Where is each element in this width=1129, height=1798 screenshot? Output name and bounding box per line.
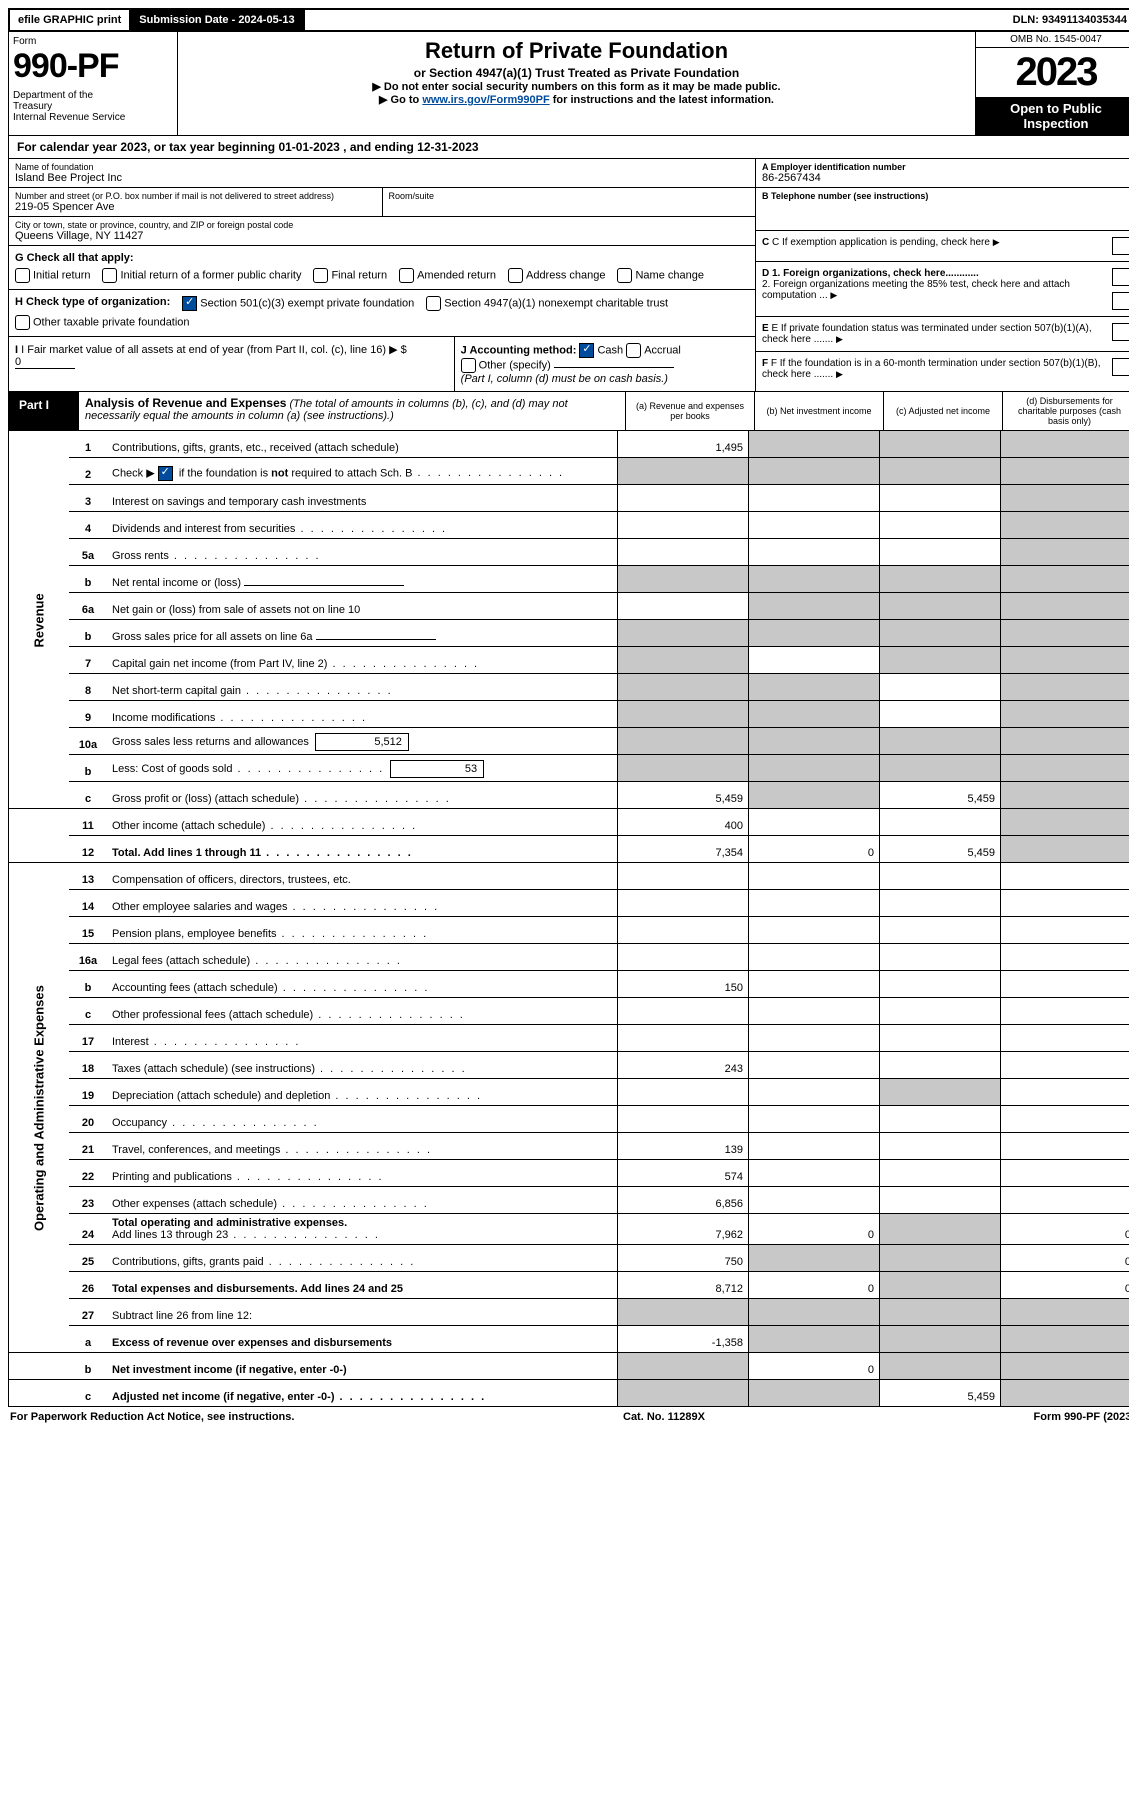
header-left: Form 990-PF Department of theTreasuryInt… — [9, 32, 178, 135]
submission-date: Submission Date - 2024-05-13 — [131, 10, 304, 30]
revenue-side-label: Revenue — [9, 431, 70, 809]
form-subtitle: or Section 4947(a)(1) Trust Treated as P… — [182, 66, 971, 80]
checkbox-e[interactable] — [1112, 323, 1129, 341]
col-b-header: (b) Net investment income — [754, 392, 883, 430]
checkbox-name-change[interactable] — [617, 268, 632, 283]
checkbox-initial-former[interactable] — [102, 268, 117, 283]
open-public: Open to Public Inspection — [976, 97, 1129, 135]
entity-right: A Employer identification number 86-2567… — [755, 159, 1129, 391]
checkbox-other-taxable[interactable] — [15, 315, 30, 330]
header-center: Return of Private Foundation or Section … — [178, 32, 975, 135]
checkbox-d1[interactable] — [1112, 268, 1129, 286]
header-right: OMB No. 1545-0047 2023 Open to Public In… — [975, 32, 1129, 135]
form-title: Return of Private Foundation — [182, 38, 971, 64]
omb-number: OMB No. 1545-0047 — [976, 32, 1129, 48]
tax-year: 2023 — [976, 48, 1129, 97]
part1-table: Revenue 1 Contributions, gifts, grants, … — [8, 431, 1129, 1407]
note-1: ▶ Do not enter social security numbers o… — [182, 80, 971, 93]
checkbox-schb[interactable] — [158, 466, 173, 481]
col-a-header: (a) Revenue and expenses per books — [625, 392, 754, 430]
section-ij: I I Fair market value of all assets at e… — [9, 337, 755, 391]
checkbox-initial-return[interactable] — [15, 268, 30, 283]
topbar: efile GRAPHIC print Submission Date - 20… — [8, 8, 1129, 32]
form-label: Form — [13, 36, 173, 47]
city-cell: City or town, state or province, country… — [9, 217, 755, 246]
part1-label: Part I — [9, 392, 79, 430]
calendar-year: For calendar year 2023, or tax year begi… — [8, 136, 1129, 159]
form-link[interactable]: www.irs.gov/Form990PF — [422, 94, 549, 106]
department: Department of theTreasuryInternal Revenu… — [13, 90, 173, 123]
checkbox-other[interactable] — [461, 358, 476, 373]
checkbox-amended-return[interactable] — [399, 268, 414, 283]
dln: DLN: 93491134035344 — [1005, 10, 1129, 30]
checkbox-501c3[interactable] — [182, 296, 197, 311]
address-row: Number and street (or P.O. box number if… — [9, 188, 755, 217]
name-cell: Name of foundation Island Bee Project In… — [9, 159, 755, 188]
footer-right: Form 990-PF (2023) — [1034, 1411, 1129, 1423]
checkbox-c[interactable] — [1112, 237, 1129, 255]
footer-left: For Paperwork Reduction Act Notice, see … — [10, 1411, 294, 1423]
efile-label: efile GRAPHIC print — [10, 10, 131, 30]
checkbox-4947[interactable] — [426, 296, 441, 311]
entity-block: Name of foundation Island Bee Project In… — [8, 159, 1129, 392]
fmv-value: 0 — [15, 356, 75, 369]
footer: For Paperwork Reduction Act Notice, see … — [8, 1407, 1129, 1427]
ein: 86-2567434 — [762, 172, 1129, 184]
section-g: G Check all that apply: Initial return I… — [9, 246, 755, 290]
checkbox-d2[interactable] — [1112, 292, 1129, 310]
col-c-header: (c) Adjusted net income — [883, 392, 1002, 430]
checkbox-accrual[interactable] — [626, 343, 641, 358]
checkbox-cash[interactable] — [579, 343, 594, 358]
part1-header: Part I Analysis of Revenue and Expenses … — [8, 392, 1129, 431]
checkbox-final-return[interactable] — [313, 268, 328, 283]
form-header: Form 990-PF Department of theTreasuryInt… — [8, 32, 1129, 136]
checkbox-address-change[interactable] — [508, 268, 523, 283]
col-d-header: (d) Disbursements for charitable purpose… — [1002, 392, 1129, 430]
footer-mid: Cat. No. 11289X — [623, 1411, 705, 1423]
note-2: ▶ Go to www.irs.gov/Form990PF for instru… — [182, 93, 971, 106]
entity-left: Name of foundation Island Bee Project In… — [9, 159, 755, 391]
section-h: H Check type of organization: Section 50… — [9, 290, 755, 337]
expenses-side-label: Operating and Administrative Expenses — [9, 863, 70, 1353]
checkbox-f[interactable] — [1112, 358, 1129, 376]
form-number: 990-PF — [13, 47, 173, 86]
